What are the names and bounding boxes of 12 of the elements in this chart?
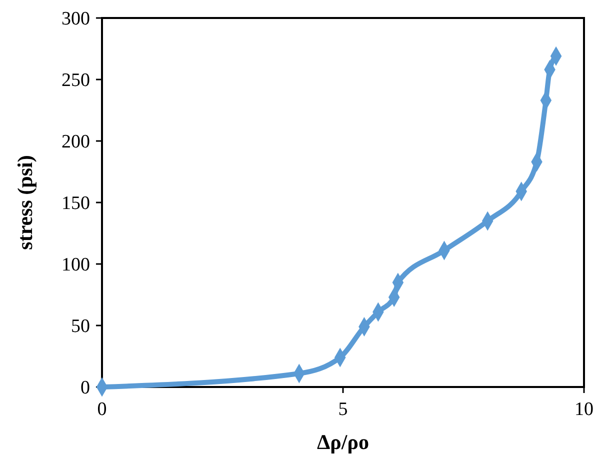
y-tick-label: 100 — [62, 254, 90, 276]
x-axis-title: Δρ/ρo — [317, 430, 369, 454]
y-tick-label: 50 — [71, 316, 90, 338]
x-tick-label: 10 — [574, 399, 594, 420]
x-tick-label: 5 — [338, 399, 348, 420]
y-tick-label: 300 — [62, 8, 90, 30]
y-tick-label: 200 — [62, 132, 90, 153]
y-tick-label: 150 — [62, 193, 90, 214]
y-tick-label: 250 — [62, 70, 90, 92]
y-tick-label: 0 — [80, 378, 90, 399]
y-axis-title: stress (psi) — [13, 155, 37, 250]
x-tick-label: 0 — [97, 399, 107, 420]
